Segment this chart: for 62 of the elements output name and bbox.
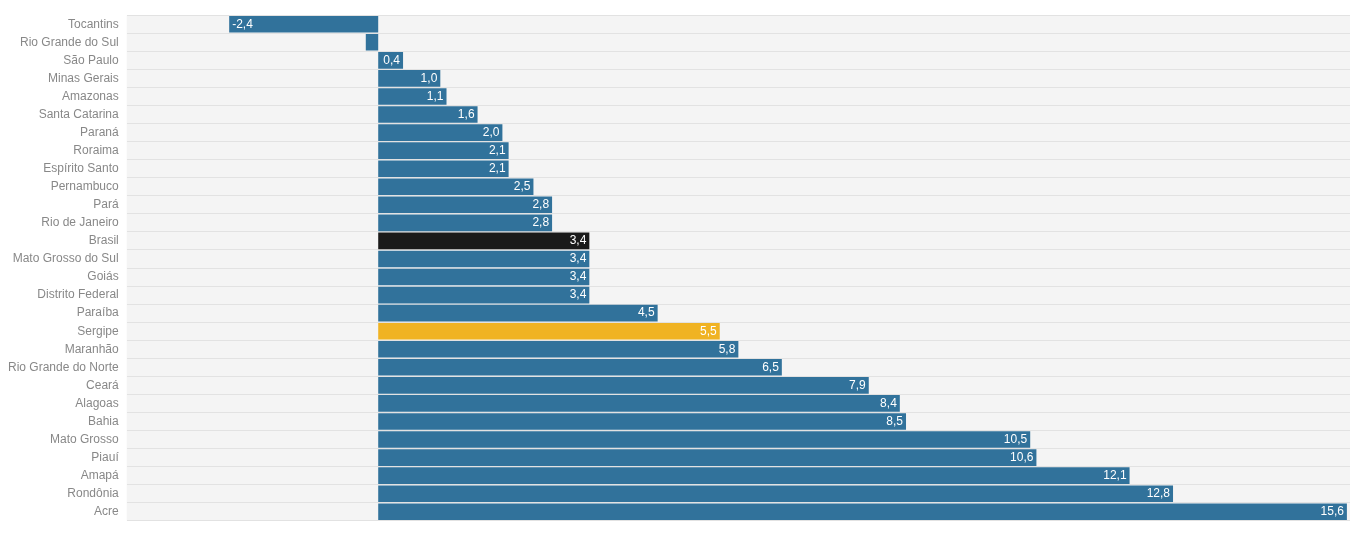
data-label: 3,4 (569, 269, 587, 284)
bar (378, 232, 590, 250)
data-label: 6,5 (762, 359, 780, 374)
data-label: 8,4 (880, 395, 898, 410)
data-label: -2,4 (232, 16, 254, 31)
y-tick-label: Rondônia (67, 486, 120, 501)
bar (378, 250, 590, 268)
y-tick-label: Acre (94, 504, 120, 519)
data-label: 2,8 (532, 215, 550, 230)
y-tick-label: Paraná (80, 124, 120, 139)
data-label: 3,4 (569, 233, 587, 248)
data-label: 2,1 (488, 161, 506, 175)
y-tick-label: Roraima (73, 142, 120, 157)
y-tick-label: Santa Catarina (38, 106, 120, 121)
y-tick-label: Alagoas (75, 395, 119, 410)
y-tick-label: Mato Grosso do Sul (12, 251, 119, 266)
y-tick-label: Espírito Santo (43, 161, 120, 175)
y-tick-label: Brasil (88, 233, 119, 248)
data-label: 12,8 (1146, 486, 1171, 501)
y-tick-label: Bahia (88, 413, 120, 428)
data-label: 7,9 (849, 377, 867, 392)
y-tick-label: Sergipe (77, 323, 120, 338)
y-tick-label: Tocantins (68, 16, 119, 31)
bar (378, 304, 658, 322)
data-label: 1,1 (426, 88, 444, 103)
bar (378, 214, 553, 232)
data-label: 1,0 (420, 70, 438, 85)
data-label: 15,6 (1320, 504, 1345, 519)
y-tick-label: Paraíba (76, 305, 120, 320)
data-label: 3,4 (569, 287, 587, 302)
data-label: 2,1 (488, 142, 506, 157)
bar (378, 286, 590, 304)
data-label: 3,4 (569, 251, 587, 266)
y-tick-label: São Paulo (63, 52, 120, 67)
y-tick-label: Minas Gerais (48, 70, 119, 85)
y-tick-label: Amazonas (62, 88, 119, 103)
data-label: 10,6 (1010, 449, 1034, 464)
y-tick-label: Rio de Janeiro (41, 215, 120, 230)
data-label: 0,4 (383, 52, 401, 67)
y-tick-label: Piauí (91, 449, 120, 464)
data-label: 4,5 (637, 305, 655, 320)
y-tick-label: Goiás (87, 269, 119, 284)
data-label: 12,1 (1103, 467, 1127, 482)
y-tick-label: Pará (93, 197, 120, 212)
data-label: 5,5 (700, 323, 718, 338)
data-label: 2,0 (482, 124, 500, 139)
y-tick-label: Distrito Federal (37, 287, 119, 302)
data-label: 10,5 (1003, 431, 1028, 446)
data-label: 8,5 (886, 413, 904, 428)
bar (378, 268, 590, 286)
y-tick-label: Ceará (86, 377, 120, 392)
y-tick-label: Mato Grosso (50, 431, 120, 446)
y-tick-label: Maranhão (64, 341, 120, 356)
bar (378, 322, 720, 340)
data-label: 2,5 (513, 179, 531, 194)
y-tick-label: Rio Grande do Norte (7, 359, 120, 374)
data-label: 5,8 (718, 341, 736, 356)
data-label: 1,6 (457, 106, 475, 121)
y-tick-label: Pernambuco (50, 179, 120, 194)
y-tick-label: Amapá (80, 467, 120, 482)
y-tick-label: Rio Grande do Sul (19, 34, 119, 49)
data-label: 2,8 (532, 197, 550, 212)
